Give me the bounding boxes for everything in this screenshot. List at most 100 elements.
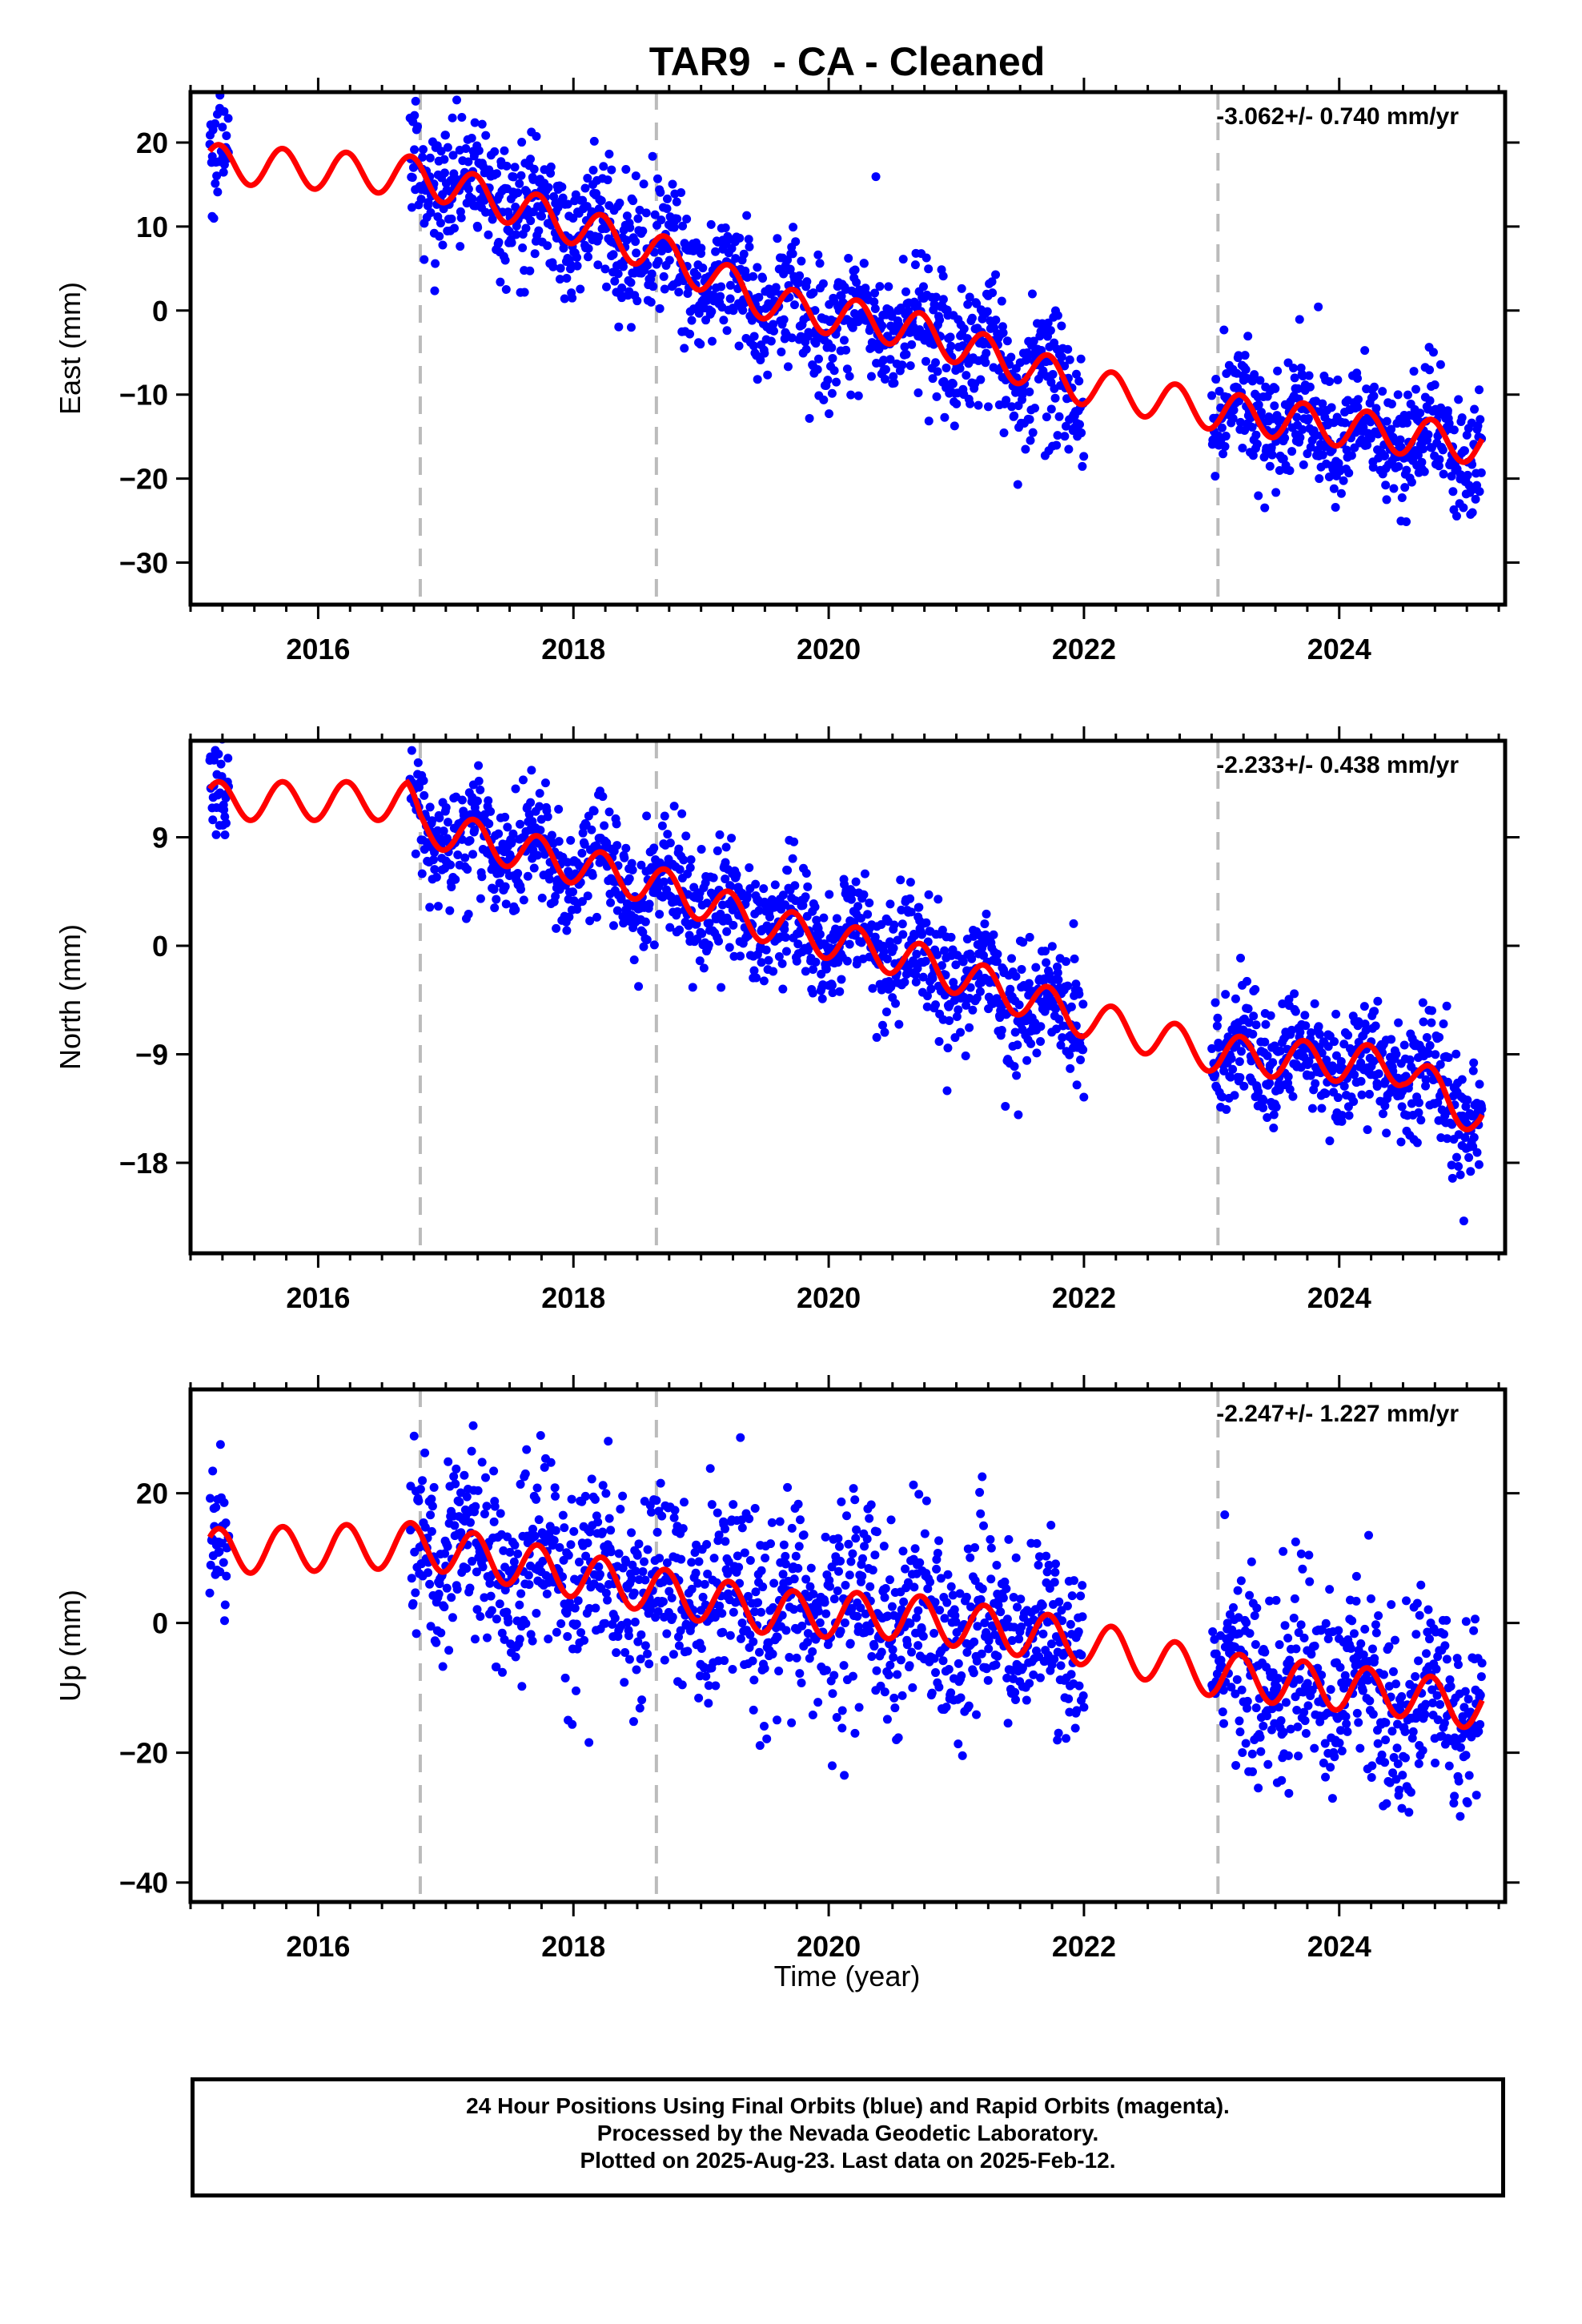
data-point (1248, 1767, 1258, 1776)
data-point (1053, 1735, 1062, 1745)
data-point (1393, 1759, 1403, 1769)
data-point (756, 355, 765, 364)
data-point (869, 1642, 879, 1651)
data-point (1269, 1123, 1279, 1132)
data-point (870, 1550, 880, 1560)
data-point (1304, 1550, 1314, 1560)
data-point (1215, 386, 1224, 396)
data-point (946, 341, 956, 351)
data-point (562, 273, 572, 283)
data-point (908, 1683, 917, 1692)
data-point (1423, 1605, 1433, 1614)
data-point (438, 240, 448, 250)
data-point (1460, 1132, 1470, 1142)
data-point (631, 171, 640, 181)
data-point (1397, 493, 1407, 503)
data-point (430, 865, 440, 875)
data-point (819, 913, 829, 923)
data-point (791, 1551, 801, 1561)
data-point (443, 1542, 452, 1551)
data-point (952, 399, 962, 408)
data-point (757, 958, 766, 967)
data-point (902, 1640, 912, 1650)
data-point (1052, 440, 1062, 450)
data-point (1323, 1042, 1333, 1051)
data-point (910, 1544, 920, 1554)
data-point (563, 1632, 572, 1642)
data-point (638, 1566, 648, 1576)
data-point (764, 955, 773, 965)
data-point (735, 233, 745, 243)
data-point (877, 1020, 887, 1030)
data-point (420, 1522, 430, 1532)
data-point (1443, 1053, 1453, 1063)
data-point (457, 112, 467, 122)
data-point (841, 345, 851, 355)
data-point (1079, 452, 1089, 461)
data-point (729, 1500, 738, 1510)
data-point (1071, 979, 1081, 989)
data-point (1351, 1571, 1361, 1581)
data-point (598, 1481, 608, 1490)
data-point (998, 1593, 1008, 1602)
data-point (715, 1602, 725, 1611)
data-point (846, 390, 856, 400)
data-point (1380, 1101, 1390, 1111)
data-point (1306, 1071, 1315, 1080)
data-point (699, 963, 709, 973)
data-point (1265, 1596, 1275, 1606)
data-point (905, 878, 915, 887)
data-point (1397, 1102, 1407, 1112)
data-point (749, 332, 759, 341)
data-point (1443, 406, 1452, 416)
data-point (1394, 461, 1403, 471)
data-point (448, 113, 457, 123)
data-point (1402, 1596, 1411, 1606)
data-point (445, 906, 455, 915)
data-point (733, 1551, 742, 1561)
data-point (1434, 461, 1443, 471)
data-point (1074, 1626, 1083, 1636)
data-point (1078, 461, 1087, 471)
data-point (1247, 376, 1257, 386)
data-point (713, 846, 722, 855)
data-point (1406, 1787, 1415, 1797)
data-point (889, 1653, 898, 1663)
data-point (954, 1005, 963, 1015)
data-point (526, 155, 536, 164)
data-point (842, 364, 852, 374)
data-point (975, 1488, 985, 1498)
data-point (1334, 1626, 1343, 1635)
data-point (528, 1636, 537, 1646)
data-point (1231, 1689, 1240, 1699)
data-point (1397, 1803, 1407, 1813)
data-point (468, 194, 477, 203)
data-point (1250, 1610, 1259, 1620)
data-point (618, 1491, 628, 1501)
data-point (815, 1618, 825, 1627)
data-point (1421, 1075, 1431, 1084)
data-point (933, 950, 942, 959)
data-point (1307, 1650, 1316, 1659)
data-point (914, 903, 924, 912)
data-point (1217, 1661, 1227, 1671)
data-point (436, 218, 445, 227)
data-point (992, 1561, 1002, 1570)
data-point (706, 219, 716, 229)
data-point (1416, 1116, 1426, 1125)
data-point (880, 1687, 889, 1697)
data-point (881, 364, 890, 374)
data-point (558, 1572, 568, 1582)
data-point (922, 991, 932, 1001)
data-point (791, 237, 801, 247)
data-point (1014, 1634, 1024, 1644)
data-point (1251, 1703, 1261, 1713)
data-point (1428, 348, 1438, 357)
data-point (1256, 408, 1266, 417)
data-point (1373, 1739, 1383, 1748)
data-point (966, 1553, 975, 1562)
data-point (482, 1502, 492, 1511)
data-point (571, 190, 580, 199)
data-point (484, 819, 494, 829)
data-point (1330, 1752, 1339, 1762)
